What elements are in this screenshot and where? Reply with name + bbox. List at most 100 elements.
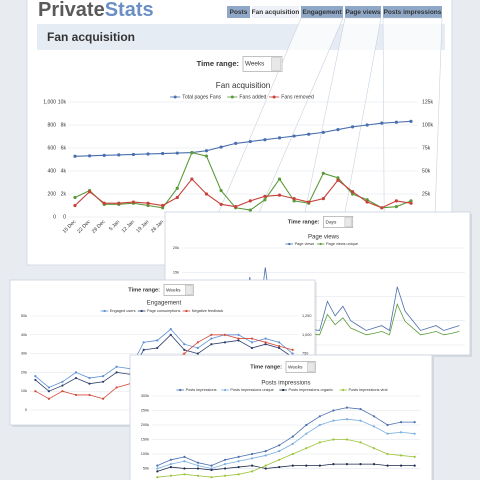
y-tick-label: 1,000 [43,99,56,105]
tab-label[interactable]: Engagement [302,9,342,16]
series-marker [292,199,296,203]
y-tick-label: 4k [61,168,67,174]
series-marker [350,190,355,194]
series-marker [248,208,252,212]
tab-bar: Posts Fan acquisition Engagement Page views… [227,6,442,18]
series-marker [251,464,254,467]
series-marker [277,193,282,197]
series-marker [175,195,179,200]
series-marker [190,151,194,155]
series-marker [307,132,311,136]
series-marker [169,465,173,469]
time-range-value[interactable]: Weeks [166,287,181,293]
series-marker [318,415,321,418]
series-marker [278,444,281,447]
series-marker [131,200,136,204]
series-marker [183,343,186,346]
y-tick-label: 15k [173,270,179,274]
series-marker [156,464,159,467]
series-line [35,334,293,392]
series-marker [142,348,145,351]
tab[interactable] [227,6,250,18]
series-marker [161,151,165,156]
series-marker [210,468,213,472]
series-marker [237,455,240,458]
tab[interactable] [301,6,343,18]
series-marker [196,461,200,464]
series-marker [277,341,281,344]
select-arrow-box[interactable] [307,362,315,372]
series-marker [190,177,194,181]
time-range-select[interactable] [323,216,354,228]
tab-label[interactable]: Posts [230,9,248,16]
series-marker [47,390,51,393]
series-marker [372,425,376,428]
legend-label: Posts impressions [186,388,217,392]
y-tick-label: 150k [141,438,149,442]
series-marker [291,452,294,456]
tab[interactable] [252,6,299,18]
series-marker [264,464,267,467]
tab[interactable] [345,6,381,18]
legend-label: Negative feedback [192,309,224,313]
legend-label: Fans removed [281,94,314,100]
tab[interactable] [383,6,442,18]
y-tick-label: 25k [422,191,431,197]
legend-marker [223,388,227,392]
series-marker [169,474,173,477]
series-marker [219,145,223,149]
series-marker [292,197,296,201]
series-marker [251,470,254,473]
series-marker [34,390,37,393]
series-marker [73,154,77,158]
y-tick-label: 20k [173,246,179,250]
series-marker [47,397,51,400]
series-marker [210,464,213,467]
series-marker [210,337,213,340]
series-marker [237,460,240,463]
select-arrow-box[interactable] [271,57,281,71]
series-marker [413,421,416,424]
series-marker [264,467,267,470]
series-marker [263,138,267,142]
y-tick-label: 50k [422,168,431,174]
series-marker [336,176,340,180]
series-marker [394,205,398,209]
legend-marker [272,95,276,99]
time-range-select[interactable] [285,361,316,373]
series-marker [204,154,209,158]
tab-label[interactable]: Page views [345,9,380,16]
series-marker [359,463,362,466]
tab-label[interactable]: Posts impressions [384,9,442,16]
series-marker [399,421,403,424]
series-marker [307,200,311,204]
series-marker [264,341,267,344]
series-marker [169,458,173,461]
series-marker [345,418,349,421]
select-arrow-box[interactable] [185,285,193,295]
series-line [157,407,415,467]
series-marker [291,352,294,355]
select-arrow-box[interactable] [344,217,352,227]
time-range-value[interactable]: Weeks [288,364,303,370]
legend-marker [179,388,182,392]
series-marker [175,151,179,155]
series-marker [350,192,355,196]
time-range-value[interactable]: Days [326,219,337,225]
series-marker [237,465,240,469]
series-marker [345,463,349,466]
time-range-value[interactable]: Weeks [245,61,264,68]
time-range-select[interactable] [163,284,194,296]
tab-label[interactable]: Fan acquisition [252,9,300,16]
series-marker [156,470,159,473]
series-marker [196,464,200,467]
series-marker [146,203,150,208]
legend-marker [230,95,234,99]
series-marker [234,141,238,145]
series-marker [372,415,376,418]
series-marker [359,407,362,411]
series-marker [156,476,159,479]
series-marker [223,458,227,461]
legend-label: Posts impressions unique [230,388,273,392]
